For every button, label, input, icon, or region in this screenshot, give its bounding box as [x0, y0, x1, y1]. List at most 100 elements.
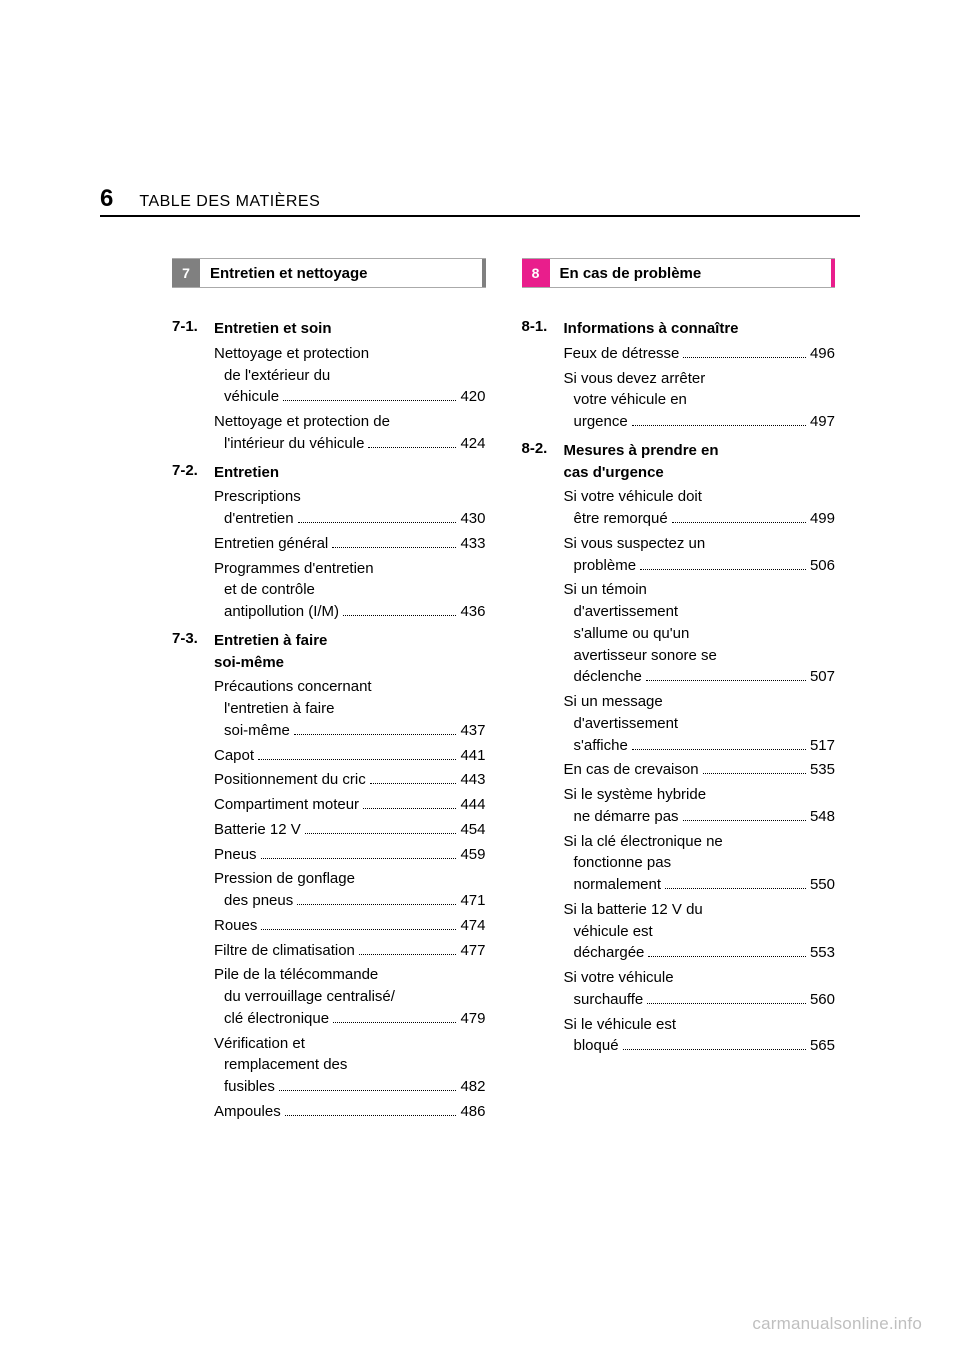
leader-dots — [640, 558, 806, 570]
leader-dots — [261, 918, 456, 930]
entry-page: 459 — [460, 844, 485, 866]
leader-dots — [370, 772, 457, 784]
entry-page: 441 — [460, 745, 485, 767]
leader-dots — [683, 809, 806, 821]
entry-text: Si la clé électronique ne — [564, 831, 836, 853]
entry-text: des pneus — [214, 890, 293, 912]
entry-text: s'affiche — [564, 735, 628, 757]
subsection-body: Entretien et soin Nettoyage et protectio… — [214, 318, 486, 458]
entry-page: 497 — [810, 411, 835, 433]
subsection-8-1: 8-1. Informations à connaître Feux de dé… — [522, 318, 836, 436]
leader-dots — [359, 943, 457, 955]
subsection-title-line: Entretien à faire — [214, 632, 327, 649]
subsection-title: Entretien et soin — [214, 318, 486, 340]
toc-entry: Entretien général 433 — [214, 533, 486, 555]
subsection-number: 7-3. — [172, 630, 214, 1126]
toc-entry: Si un témoin d'avertissement s'allume ou… — [564, 579, 836, 688]
entry-text: Nettoyage et protection — [214, 343, 486, 365]
entry-text: clé électronique — [214, 1008, 329, 1030]
entry-page: 424 — [460, 433, 485, 455]
section-title-7: Entretien et nettoyage — [200, 259, 482, 287]
subsection-body: Entretien à faire soi-même Précautions c… — [214, 630, 486, 1126]
entry-text: Si votre véhicule doit — [564, 486, 836, 508]
entry-text: antipollution (I/M) — [214, 601, 339, 623]
entry-text: normalement — [564, 874, 662, 896]
subsection-body: Mesures à prendre en cas d'urgence Si vo… — [564, 440, 836, 1060]
entry-text: Programmes d'entretien — [214, 558, 486, 580]
toc-entry: Nettoyage et protection de l'intérieur d… — [214, 411, 486, 455]
entry-page: 474 — [460, 915, 485, 937]
entry-page: 535 — [810, 759, 835, 781]
leader-dots — [623, 1038, 806, 1050]
subsection-number: 7-1. — [172, 318, 214, 458]
entry-page: 436 — [460, 601, 485, 623]
section-tab-8: 8 En cas de problème — [522, 258, 836, 288]
entry-text: avertisseur sonore se — [564, 645, 836, 667]
entry-text: Si le système hybride — [564, 784, 836, 806]
entry-text: Si un témoin — [564, 579, 836, 601]
leader-dots — [261, 847, 457, 859]
subsection-body: Informations à connaître Feux de détress… — [564, 318, 836, 436]
toc-entry: Si la batterie 12 V du véhicule est déch… — [564, 899, 836, 964]
entry-text: d'avertissement — [564, 601, 836, 623]
subsection-title: Informations à connaître — [564, 318, 836, 340]
entry-text: Positionnement du cric — [214, 769, 366, 791]
toc-entry: Nettoyage et protection de l'extérieur d… — [214, 343, 486, 408]
entry-text: Capot — [214, 745, 254, 767]
leader-dots — [343, 604, 456, 616]
entry-text: fusibles — [214, 1076, 275, 1098]
entry-text: Batterie 12 V — [214, 819, 301, 841]
entry-page: 477 — [460, 940, 485, 962]
subsection-title: Mesures à prendre en cas d'urgence — [564, 440, 836, 484]
page: 6 TABLE DES MATIÈRES 7 Entretien et nett… — [0, 0, 960, 1358]
entry-text: véhicule — [214, 386, 279, 408]
subsection-title-line: cas d'urgence — [564, 464, 664, 481]
entry-page: 507 — [810, 666, 835, 688]
subsection-number: 7-2. — [172, 462, 214, 626]
leader-dots — [279, 1079, 457, 1091]
leader-dots — [647, 992, 806, 1004]
entry-page: 433 — [460, 533, 485, 555]
entry-page: 550 — [810, 874, 835, 896]
entry-text: En cas de crevaison — [564, 759, 699, 781]
entry-text: Ampoules — [214, 1101, 281, 1123]
toc-entry: Vérification et remplacement des fusible… — [214, 1033, 486, 1098]
entry-text: fonctionne pas — [564, 852, 836, 874]
toc-entry: Batterie 12 V 454 — [214, 819, 486, 841]
entry-text: Feux de détresse — [564, 343, 680, 365]
section-number-7: 7 — [172, 259, 200, 287]
entry-page: 486 — [460, 1101, 485, 1123]
subsection-title: Entretien à faire soi-même — [214, 630, 486, 674]
toc-entry: Si la clé électronique ne fonctionne pas… — [564, 831, 836, 896]
toc-entry: Si un message d'avertissement s'affiche … — [564, 691, 836, 756]
subsection-number: 8-1. — [522, 318, 564, 436]
entry-text: urgence — [564, 411, 628, 433]
entry-text: Compartiment moteur — [214, 794, 359, 816]
leader-dots — [333, 1011, 456, 1023]
leader-dots — [672, 511, 806, 523]
section-title-8: En cas de problème — [550, 259, 832, 287]
subsection-7-3: 7-3. Entretien à faire soi-même Précauti… — [172, 630, 486, 1126]
entry-text: remplacement des — [214, 1054, 486, 1076]
entry-page: 443 — [460, 769, 485, 791]
toc-entry: Prescriptions d'entretien 430 — [214, 486, 486, 530]
toc-entry: Si votre véhicule doit être remorqué 499 — [564, 486, 836, 530]
toc-columns: 7 Entretien et nettoyage 7-1. Entretien … — [172, 258, 835, 1130]
entry-text: déchargée — [564, 942, 645, 964]
entry-page: 565 — [810, 1035, 835, 1057]
subsection-7-2: 7-2. Entretien Prescriptions d'entretien… — [172, 462, 486, 626]
toc-entry: Programmes d'entretien et de contrôle an… — [214, 558, 486, 623]
toc-entry: Si le véhicule est bloqué 565 — [564, 1014, 836, 1058]
subsection-body: Entretien Prescriptions d'entretien 430 … — [214, 462, 486, 626]
toc-entry: Ampoules 486 — [214, 1101, 486, 1123]
entry-text: Si vous suspectez un — [564, 533, 836, 555]
leader-dots — [363, 797, 456, 809]
entry-page: 420 — [460, 386, 485, 408]
entry-page: 444 — [460, 794, 485, 816]
entry-page: 548 — [810, 806, 835, 828]
entry-text: de l'extérieur du — [214, 365, 486, 387]
breadcrumb: TABLE DES MATIÈRES — [139, 193, 320, 211]
left-column: 7 Entretien et nettoyage 7-1. Entretien … — [172, 258, 486, 1130]
entry-page: 499 — [810, 508, 835, 530]
toc-entry: Précautions concernant l'entretien à fai… — [214, 676, 486, 741]
